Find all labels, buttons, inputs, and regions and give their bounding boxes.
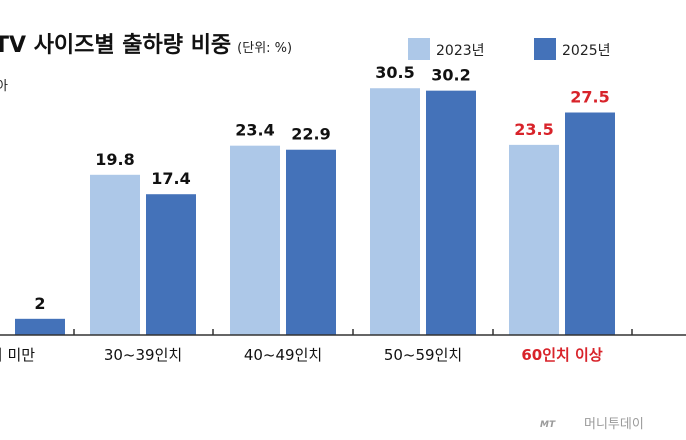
value-label-2023년-2: 23.4: [235, 121, 274, 140]
bar-2023년-1: [90, 174, 140, 335]
legend-label-2025: 2025년: [562, 43, 611, 59]
value-label-2025년-2: 22.9: [291, 125, 330, 144]
unit-note: (단위: %): [237, 41, 292, 56]
value-label-2025년-1: 17.4: [151, 169, 190, 188]
category-label-4: 60인치 이상: [521, 346, 602, 364]
value-labels-group: 2 19.8 17.4 23.4 22.9 30.5 30.2 23.5 27.5: [34, 63, 609, 313]
bars-group: [15, 88, 615, 336]
source-text: 머니투데이: [584, 417, 644, 432]
legend-label-2023: 2023년: [436, 43, 485, 59]
bar-2023년-3: [370, 88, 420, 336]
legend-swatch-2023: [408, 38, 430, 60]
category-label-1: 30~39인치: [104, 346, 182, 364]
source-logo: MT: [540, 420, 556, 430]
category-labels-group: 치 미만 30~39인치 40~49인치 50~59인치 60인치 이상: [0, 346, 603, 364]
category-label-0: 치 미만: [0, 346, 35, 364]
value-label-2023년-3: 30.5: [375, 63, 414, 82]
value-label-2023년-1: 19.8: [95, 150, 134, 169]
chart-subtitle: 아: [0, 79, 8, 94]
value-label-2023년-4: 23.5: [514, 120, 553, 139]
chart-title: TV 사이즈별 출하량 비중: [0, 33, 231, 58]
value-label-2025년-3: 30.2: [431, 66, 470, 85]
bar-2025년-1: [146, 194, 196, 335]
bar-2025년-2: [286, 149, 336, 335]
bar-2023년-2: [230, 145, 280, 335]
x-axis-ticks-group: [73, 329, 633, 335]
bar-2025년-3: [426, 90, 476, 336]
category-label-3: 50~59인치: [384, 346, 462, 364]
category-label-2: 40~49인치: [244, 346, 322, 364]
value-label-2025년-4: 27.5: [570, 88, 609, 107]
bar-2023년-4: [509, 144, 559, 335]
value-label-2025년-0: 2: [34, 294, 45, 313]
bar-2025년-4: [565, 112, 615, 335]
legend-swatch-2025: [534, 38, 556, 60]
bar-2025년-0: [15, 318, 65, 335]
